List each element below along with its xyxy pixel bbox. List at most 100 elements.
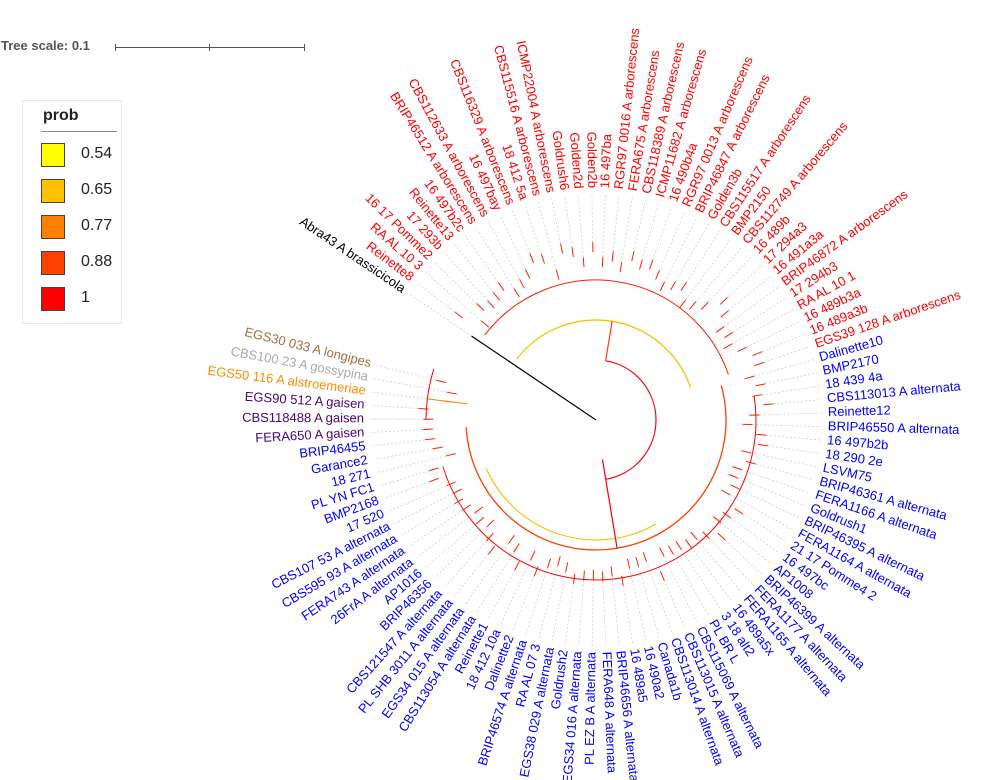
legend-item: 0.77: [41, 215, 131, 241]
guide-line: [476, 228, 515, 289]
guide-line: [773, 399, 822, 405]
tree-branch: [487, 300, 495, 309]
tree-branch: [754, 361, 765, 367]
guide-line: [425, 523, 477, 569]
tree-branch: [639, 259, 643, 270]
guide-line: [622, 585, 633, 644]
tree-branch: [700, 301, 709, 310]
tree-branch: [755, 383, 766, 387]
legend-label: 0.54: [81, 145, 113, 162]
guide-line: [732, 297, 787, 333]
guide-line: [416, 512, 475, 558]
legend-title: prob: [43, 107, 79, 124]
guide-line: [612, 195, 620, 252]
guide-line: [525, 567, 548, 635]
tree-branch: [529, 253, 535, 263]
tree-branch: [667, 545, 674, 555]
guide-line: [443, 252, 488, 301]
tree-branch: [605, 321, 613, 361]
tree-branch: [513, 543, 520, 553]
guide-line: [664, 217, 697, 283]
guide-line: [424, 271, 482, 321]
tree-branch: [611, 251, 614, 262]
guide-line: [443, 540, 487, 588]
tree-branch: [557, 556, 561, 567]
guide-line: [730, 517, 779, 554]
guide-line: [652, 206, 672, 261]
tree-branch: [723, 343, 733, 350]
guide-line: [686, 230, 721, 283]
tree-branch: [717, 532, 726, 541]
tree-branch: [485, 468, 657, 541]
tree-branch: [626, 558, 631, 569]
guide-line: [389, 485, 447, 512]
tree-branch: [445, 453, 456, 457]
tree-branch: [720, 310, 729, 318]
prob-legend: prob 0.54 0.65 0.77 0.88 1: [22, 100, 122, 324]
legend-swatch: [41, 179, 65, 203]
guide-line: [401, 503, 455, 536]
guide-line: [602, 194, 606, 258]
tree-branch: [436, 379, 447, 384]
guide-line: [723, 286, 779, 327]
tree-branch: [533, 566, 539, 577]
legend-divider: [41, 131, 117, 132]
tree-branch: [429, 477, 439, 483]
guide-line: [767, 445, 820, 454]
tree-branch: [713, 516, 722, 524]
guide-line: [728, 275, 771, 311]
tree-branch: [752, 351, 763, 356]
guide-line: [754, 359, 814, 377]
guide-line: [578, 580, 584, 646]
legend-item: 1: [41, 287, 131, 313]
guide-line: [376, 364, 437, 381]
tree-branch: [424, 438, 436, 441]
tree-branch: [465, 385, 727, 551]
guide-line: [551, 198, 561, 244]
guide-line: [742, 513, 787, 543]
guide-line: [731, 309, 794, 345]
tree-branch: [555, 269, 560, 280]
guide-line: [551, 572, 567, 642]
tip-label: CBS118488 A gaisen: [242, 410, 364, 426]
guide-line: [577, 194, 584, 258]
guide-line: [633, 199, 646, 252]
guide-line: [591, 194, 594, 243]
tree-branch: [432, 446, 443, 450]
guide-line: [759, 412, 822, 416]
tree-branch: [610, 566, 613, 577]
guide-line: [641, 202, 660, 260]
guide-line: [524, 205, 542, 255]
guide-line: [766, 434, 822, 441]
tree-branch: [480, 320, 490, 328]
tree-branch: [732, 466, 743, 471]
tree-branch: [728, 473, 739, 479]
tip-label: Golden2b: [584, 132, 600, 189]
tree-branch: [560, 243, 564, 254]
guide-line: [737, 477, 806, 507]
guide-line: [371, 439, 426, 447]
guide-line: [707, 256, 753, 303]
tree-branch: [601, 459, 618, 549]
tree-branch: [565, 562, 569, 573]
tip-guide-lines: [370, 194, 822, 646]
tree-branch: [508, 535, 515, 544]
guide-line: [564, 583, 574, 644]
tree-branch: [454, 311, 464, 319]
tree-branch: [540, 253, 545, 264]
legend-swatch: [41, 287, 65, 311]
tip-label: BRIP46550 A alternata: [828, 418, 961, 437]
legend-label: 0.65: [81, 181, 113, 198]
tree-branch: [741, 450, 752, 454]
tree-branch: [655, 270, 660, 280]
tree-branch: [514, 561, 520, 571]
tree-branch: [493, 292, 501, 301]
tree-branch: [670, 281, 677, 291]
tree-scale-bar: [115, 44, 305, 51]
guide-line: [621, 196, 633, 263]
guide-line: [755, 463, 814, 481]
tree-scale-label: Tree scale: 0.1: [1, 38, 90, 53]
guide-line: [611, 576, 620, 645]
guide-line: [488, 569, 515, 619]
guide-line: [538, 565, 559, 639]
